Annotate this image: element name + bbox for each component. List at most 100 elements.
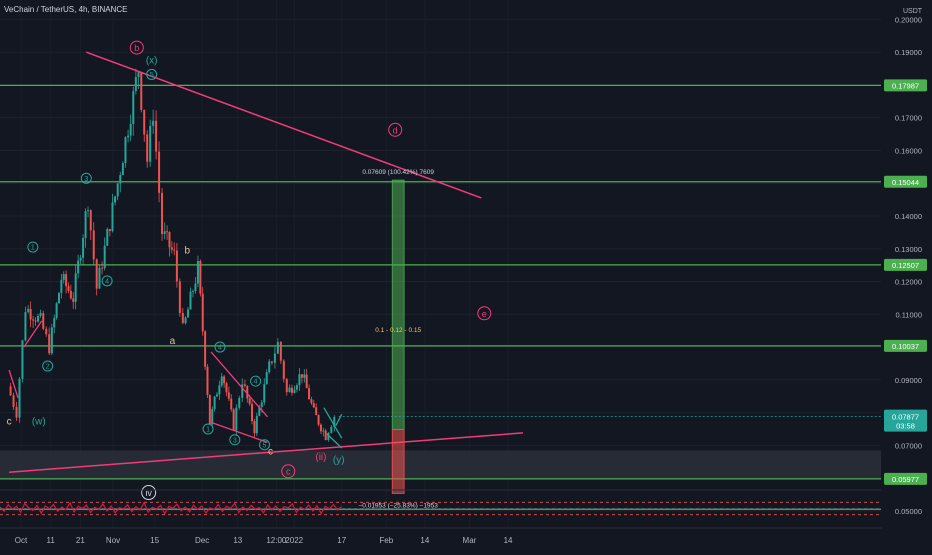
wave-label-circle	[281, 464, 296, 479]
wave-label-circle	[214, 341, 226, 353]
candle-body	[213, 396, 216, 410]
wave-label: 1	[31, 245, 35, 252]
candle-body	[89, 210, 92, 231]
candle-body	[187, 309, 190, 318]
last-price-label: 0.07877	[892, 413, 919, 422]
wave-label-circle	[146, 68, 158, 80]
candle-body	[317, 415, 320, 425]
time-tick-label: Oct	[15, 536, 28, 545]
candle-body	[114, 196, 117, 203]
time-tick-label: Feb	[379, 536, 393, 545]
candle-body	[143, 109, 146, 135]
candle-body	[74, 273, 77, 302]
candle-body	[312, 403, 315, 408]
wave-label: 5	[263, 442, 267, 449]
horizontal-levels[interactable]	[0, 84, 881, 510]
candle-body	[9, 386, 12, 396]
price-level-tag-label: 0.12507	[892, 261, 919, 270]
candle-body	[140, 72, 143, 110]
candle-body	[319, 424, 322, 432]
candle-body	[211, 409, 214, 425]
candle-body	[77, 260, 80, 274]
time-tick-label: 15	[150, 536, 159, 545]
candle-body	[65, 274, 68, 287]
candle-body	[300, 374, 303, 378]
price-level-tag	[884, 339, 927, 352]
wave-label: b	[134, 43, 139, 53]
time-tick-label: Dec	[195, 536, 209, 545]
candle-body	[333, 416, 336, 427]
price-level-tag-label: 0.15044	[892, 178, 919, 187]
candle-body	[241, 384, 244, 398]
candle-body	[92, 230, 95, 260]
candle-body	[155, 120, 158, 152]
channel-line	[335, 413, 343, 426]
candle-body	[315, 407, 318, 416]
price-tick-label: 0.05000	[895, 507, 922, 516]
candle-body	[50, 327, 53, 354]
candle-body	[27, 308, 30, 313]
candle-body	[322, 430, 325, 432]
position-target-label: 0.07609 (100.42%) 7609	[362, 169, 434, 176]
candle-body	[119, 175, 122, 184]
candle-body	[79, 257, 82, 261]
channel-line	[323, 407, 343, 439]
wave-label: (x)	[146, 55, 158, 66]
wave-label-circle	[129, 40, 144, 55]
time-tick-label: 14	[420, 536, 429, 545]
candle-body	[106, 229, 109, 246]
wave-label-circle	[101, 275, 113, 287]
wave-label-circle	[388, 122, 403, 137]
candle-body	[67, 286, 70, 291]
time-tick-label: 21	[76, 536, 85, 545]
candle-body	[166, 231, 169, 233]
wave-label: 3	[233, 437, 237, 444]
price-tick-label: 0.11000	[895, 310, 922, 319]
trendline-upper	[86, 51, 482, 199]
candle-body	[42, 313, 45, 329]
candle-body	[161, 192, 164, 235]
candle-body	[218, 385, 221, 395]
wave-label: 4	[218, 345, 222, 352]
wave-label: 0.1 - 0.12 - 0.15	[375, 327, 421, 334]
candle-body	[191, 291, 194, 292]
candle-body	[24, 312, 27, 341]
candle-body	[215, 394, 218, 397]
candle-body	[204, 331, 207, 367]
candle-body	[285, 379, 288, 393]
price-level-tag	[884, 472, 927, 485]
wave-label-circle	[250, 375, 262, 387]
candle-body	[127, 135, 130, 138]
candle-body	[124, 137, 127, 164]
candle-body	[173, 249, 176, 251]
price-level-tag-label: 0.10037	[892, 342, 919, 351]
drawing-zones	[0, 450, 881, 479]
candle-body	[48, 334, 51, 354]
wave-label: (y)	[333, 455, 345, 466]
candle-body	[251, 403, 254, 422]
candle-body	[225, 383, 228, 393]
trend-drawings[interactable]: 0.07609 (100.42%) 7609 −0.01953 (−25.83%)…	[8, 51, 523, 509]
candle-body	[108, 229, 111, 232]
candle-body	[95, 259, 98, 289]
candle-body	[220, 376, 223, 386]
candle-body	[175, 250, 178, 282]
candle-body	[206, 366, 209, 395]
wave-label-circle	[259, 439, 271, 451]
wave-label: 2	[46, 364, 50, 371]
price-tick-label: 0.17000	[895, 114, 922, 123]
candle-body	[37, 315, 40, 322]
candle-body	[260, 402, 263, 407]
price-tick-label: 0.20000	[895, 15, 922, 24]
candle-body	[12, 395, 15, 407]
channel-line	[8, 369, 19, 399]
candle-body	[324, 430, 327, 440]
candle-body	[232, 409, 235, 431]
candle-body	[295, 385, 298, 390]
candle-body	[18, 378, 21, 418]
candle-body	[288, 387, 291, 393]
